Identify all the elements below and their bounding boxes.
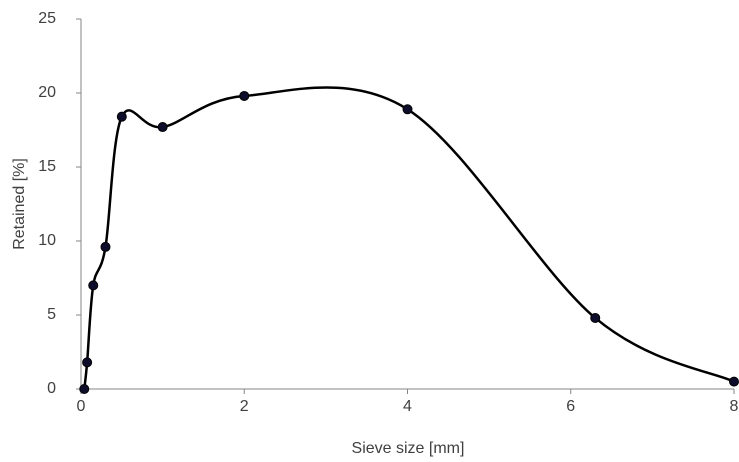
x-tick-label: 4 bbox=[403, 398, 412, 415]
y-tick-label: 5 bbox=[47, 306, 56, 323]
y-tick-label: 10 bbox=[38, 232, 56, 249]
point bbox=[116, 111, 127, 122]
series-line bbox=[83, 86, 735, 390]
x-axis-title: Sieve size [mm] bbox=[352, 440, 465, 457]
y-axis-title: Retained [%] bbox=[11, 158, 28, 250]
point bbox=[79, 384, 90, 394]
x-tick-label: 0 bbox=[77, 398, 86, 415]
point bbox=[82, 357, 93, 368]
y-tick-label: 0 bbox=[47, 380, 56, 397]
point bbox=[157, 122, 168, 133]
point bbox=[402, 104, 413, 115]
point bbox=[729, 376, 739, 387]
point bbox=[239, 90, 250, 101]
point bbox=[88, 280, 99, 291]
y-tick-label: 15 bbox=[38, 158, 56, 175]
point bbox=[590, 312, 601, 323]
y-tick-label: 25 bbox=[38, 10, 56, 27]
point bbox=[100, 241, 111, 252]
x-tick-label: 6 bbox=[566, 398, 575, 415]
x-tick-label: 2 bbox=[240, 398, 249, 415]
x-tick-label: 8 bbox=[730, 398, 739, 415]
y-tick-label: 20 bbox=[38, 84, 56, 101]
